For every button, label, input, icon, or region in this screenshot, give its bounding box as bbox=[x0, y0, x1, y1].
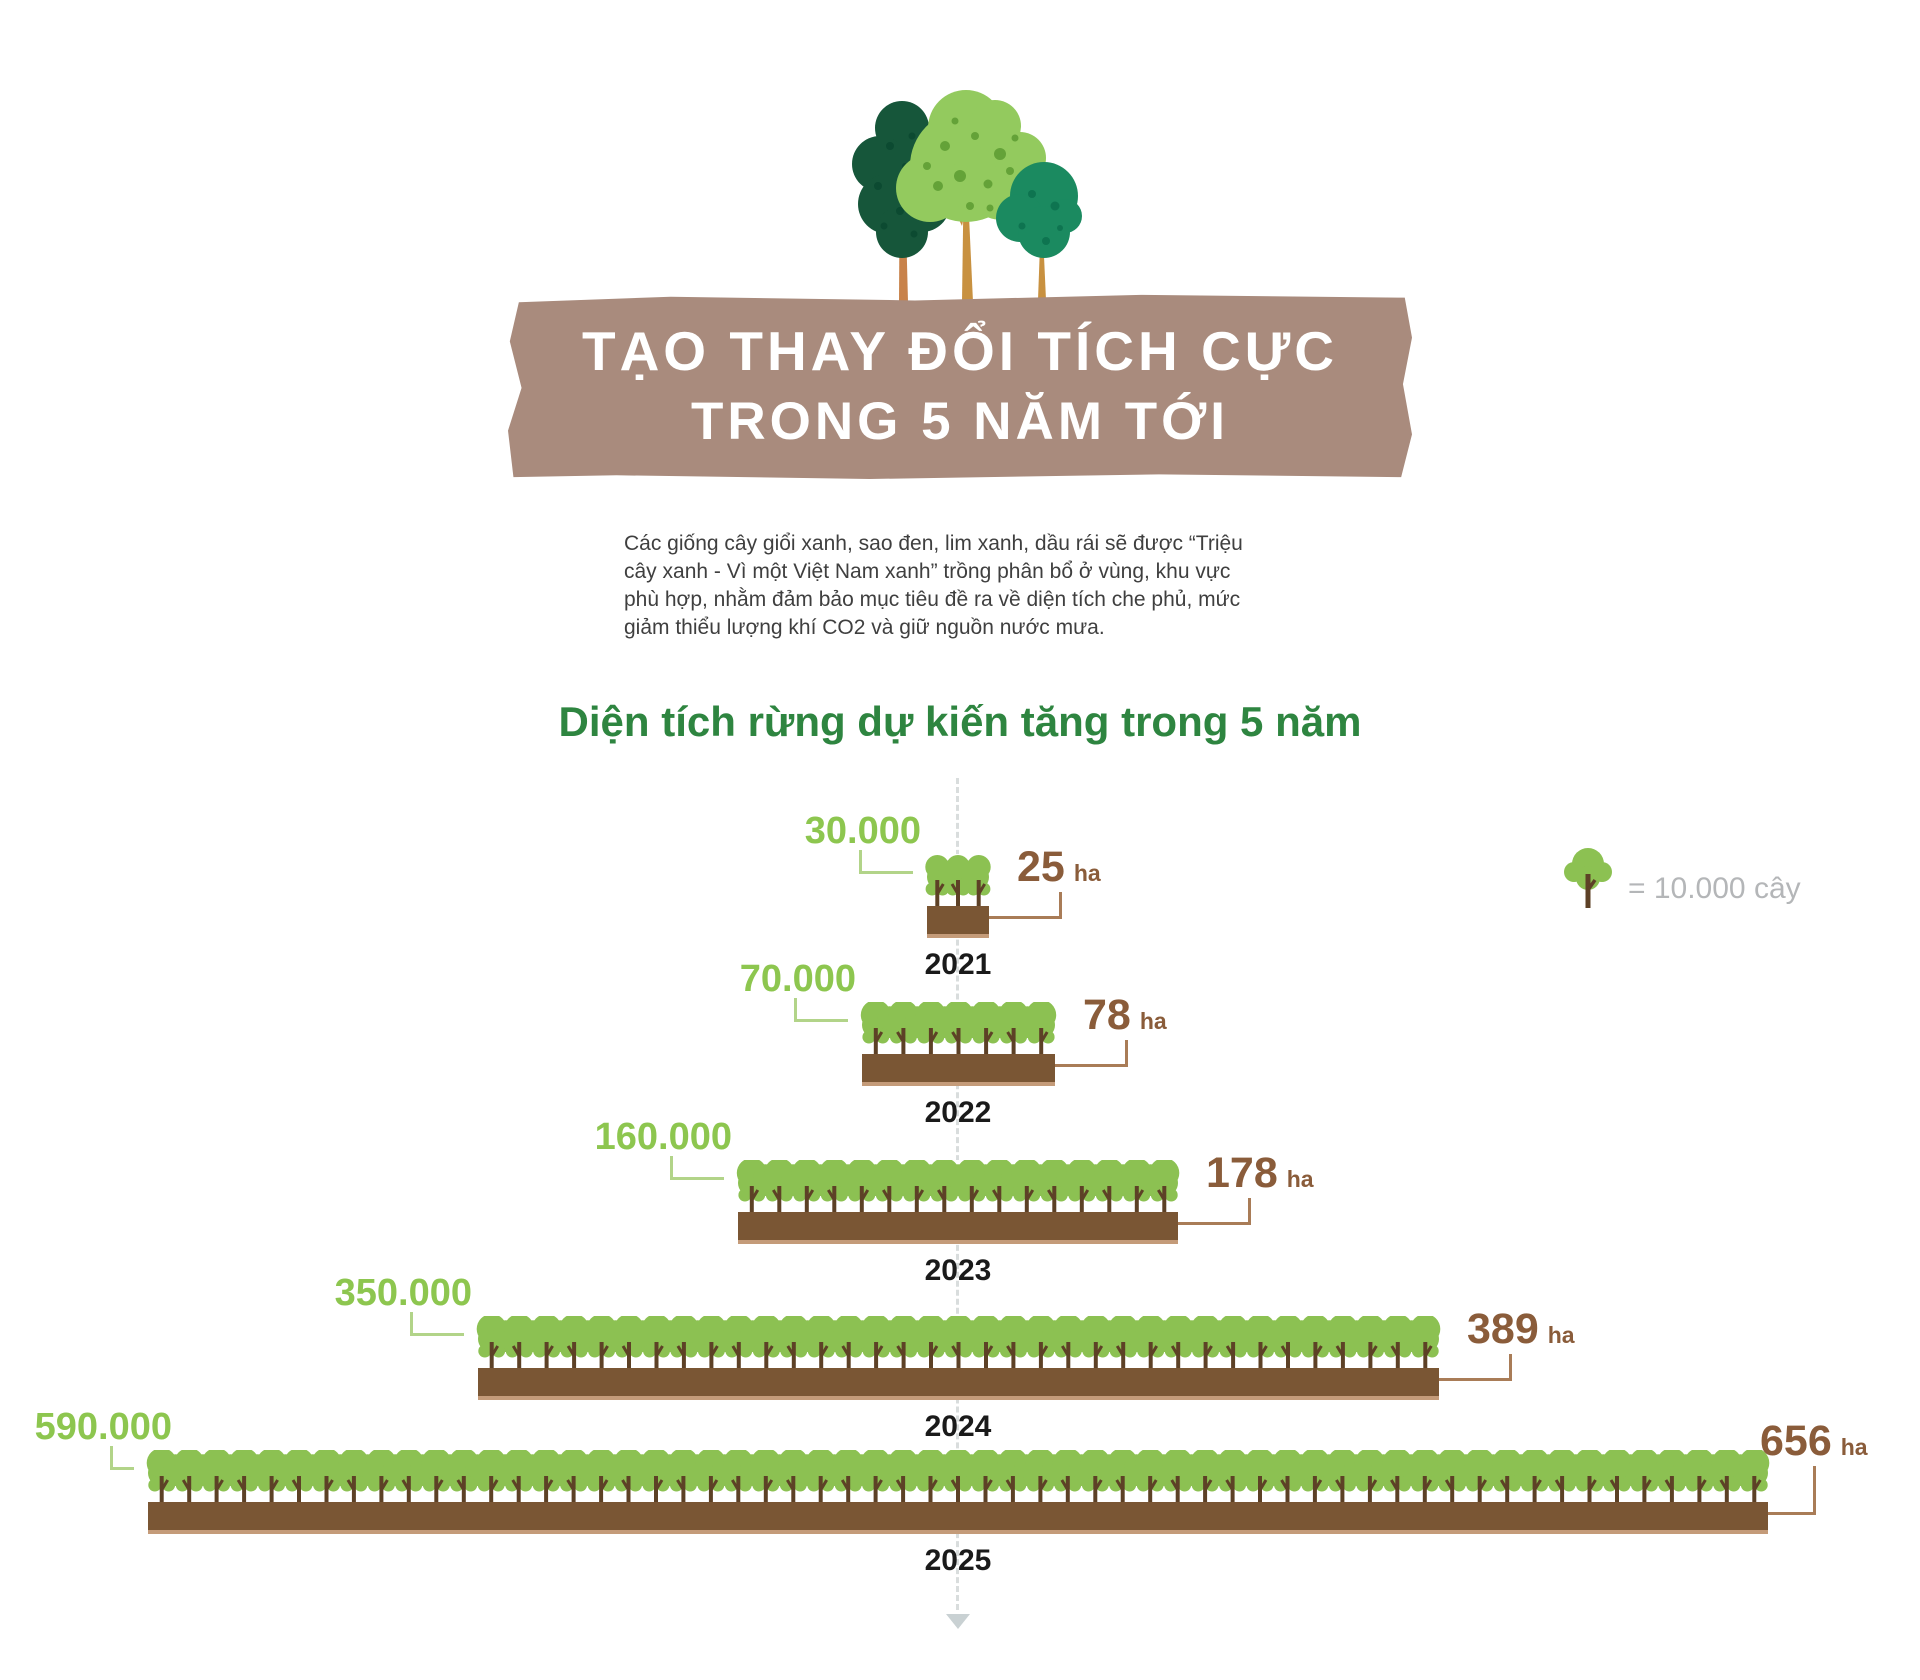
green-connector-2021 bbox=[859, 850, 927, 874]
area-value: 178 bbox=[1206, 1149, 1278, 1197]
green-connector-2024 bbox=[410, 1312, 478, 1336]
area-label-2023: 178 ha bbox=[1206, 1148, 1314, 1198]
green-connector-2025 bbox=[110, 1446, 148, 1470]
brown-connector-2025 bbox=[1768, 1466, 1816, 1515]
area-value: 656 bbox=[1760, 1417, 1832, 1465]
brown-connector-2023 bbox=[1178, 1198, 1251, 1225]
soil-bar-2024 bbox=[478, 1368, 1439, 1400]
banner-title-line2: TRONG 5 NĂM TỚI bbox=[690, 392, 1230, 451]
area-unit: ha bbox=[1139, 1008, 1167, 1034]
intro-paragraph: Các giống cây giổi xanh, sao đen, lim xa… bbox=[624, 532, 1243, 639]
brown-connector-2024 bbox=[1439, 1354, 1512, 1381]
soil-bar-2021 bbox=[927, 906, 989, 938]
soil-bar-2025 bbox=[148, 1502, 1768, 1534]
area-value: 389 bbox=[1467, 1305, 1539, 1353]
year-label-2025: 2025 bbox=[924, 1544, 992, 1577]
year-label-2022: 2022 bbox=[924, 1096, 992, 1129]
chart-title: Diện tích rừng dự kiến tăng trong 5 năm bbox=[558, 698, 1362, 745]
tree-count-label-2021: 30.000 bbox=[804, 810, 921, 852]
area-label-2022: 78 ha bbox=[1083, 990, 1167, 1040]
area-label-2021: 25 ha bbox=[1017, 842, 1101, 892]
area-unit: ha bbox=[1073, 860, 1101, 886]
area-unit: ha bbox=[1547, 1322, 1575, 1348]
tree-row-2021 bbox=[913, 854, 1003, 909]
year-label-2023: 2023 bbox=[924, 1254, 992, 1287]
year-label-2024: 2024 bbox=[924, 1410, 992, 1443]
tree-count-label-2022: 70.000 bbox=[739, 958, 856, 1000]
teal-tree bbox=[996, 162, 1082, 300]
legend-tree-icon bbox=[1564, 848, 1612, 908]
year-label-2021: 2021 bbox=[924, 948, 992, 981]
tree-count-label-2023: 160.000 bbox=[594, 1116, 732, 1158]
area-value: 25 bbox=[1017, 843, 1065, 891]
brown-connector-2021 bbox=[989, 892, 1062, 919]
tree-row-2022 bbox=[848, 1002, 1069, 1057]
trees-illustration bbox=[852, 90, 1082, 302]
green-connector-2022 bbox=[794, 998, 862, 1022]
soil-bar-2022 bbox=[862, 1054, 1055, 1086]
banner-title-line1: TẠO THAY ĐỔI TÍCH CỰC bbox=[581, 320, 1339, 382]
tree-count-label-2025: 590.000 bbox=[34, 1406, 172, 1448]
soil-bar-2023 bbox=[738, 1212, 1178, 1244]
area-label-2024: 389 ha bbox=[1467, 1304, 1575, 1354]
tree-row-2024 bbox=[464, 1316, 1453, 1371]
tree-row-2025 bbox=[134, 1450, 1782, 1505]
tree-row-2023 bbox=[724, 1160, 1192, 1215]
legend-label: = 10.000 cây bbox=[1628, 872, 1801, 905]
area-label-2025: 656 ha bbox=[1760, 1416, 1868, 1466]
green-connector-2023 bbox=[670, 1156, 738, 1180]
light-tree bbox=[896, 90, 1046, 302]
area-unit: ha bbox=[1286, 1166, 1314, 1192]
tree-count-label-2024: 350.000 bbox=[334, 1272, 472, 1314]
brown-connector-2022 bbox=[1055, 1040, 1128, 1067]
title-banner: TẠO THAY ĐỔI TÍCH CỰC TRONG 5 NĂM TỚI bbox=[508, 294, 1412, 479]
area-unit: ha bbox=[1840, 1434, 1868, 1460]
area-value: 78 bbox=[1083, 991, 1131, 1039]
legend: = 10.000 cây bbox=[1562, 844, 1801, 912]
down-arrow-icon bbox=[946, 1614, 970, 1629]
